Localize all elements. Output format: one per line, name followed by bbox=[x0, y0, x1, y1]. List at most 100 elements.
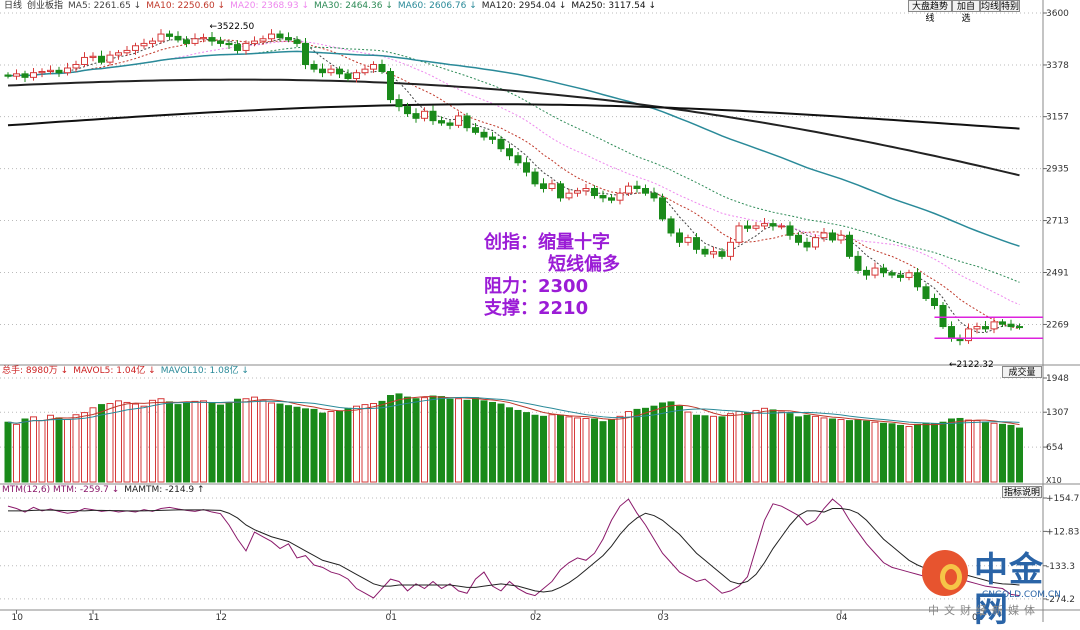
volume-bar bbox=[106, 403, 114, 483]
volume-bar bbox=[489, 401, 496, 483]
volume-bar bbox=[81, 412, 88, 483]
candle-up bbox=[370, 63, 377, 70]
volume-bar bbox=[965, 419, 972, 483]
candle-down bbox=[854, 255, 862, 271]
price-extreme-label: ←3522.50 bbox=[210, 22, 255, 32]
candle-down bbox=[463, 115, 471, 129]
volume-bar bbox=[786, 413, 794, 483]
ma250-line bbox=[7, 103, 1020, 130]
volume-bar bbox=[200, 400, 207, 483]
volume-legend-item-2: MAVOL10: 1.08亿 ↓ bbox=[160, 366, 249, 376]
volume-bar bbox=[251, 396, 258, 483]
volume-bar bbox=[650, 405, 658, 483]
analysis-annotation: 创指：缩量十字 短线偏多 阻力：2300 支撑：2210 bbox=[484, 232, 620, 320]
candle-down bbox=[506, 148, 513, 157]
indicator-help-button[interactable]: 指标说明 bbox=[1002, 486, 1042, 498]
brand-slogan: 中文财经新媒体 bbox=[928, 604, 1040, 617]
candle-down bbox=[667, 218, 675, 234]
volume-bar bbox=[191, 400, 199, 483]
volume-bar bbox=[268, 402, 275, 483]
candle-down bbox=[446, 122, 454, 126]
volume-bar bbox=[115, 400, 122, 483]
volume-bar bbox=[973, 420, 981, 483]
volume-bar bbox=[557, 414, 564, 483]
volume-bar bbox=[404, 396, 411, 483]
candle-down bbox=[183, 39, 190, 44]
candle-up bbox=[905, 272, 913, 278]
volume-bar bbox=[412, 398, 420, 483]
candle-down bbox=[21, 73, 29, 78]
candle-up bbox=[251, 40, 258, 44]
volume-bar bbox=[98, 404, 105, 483]
y-tick-label: +154.7 bbox=[1046, 494, 1079, 504]
volume-unit-label: X10 bbox=[1046, 476, 1062, 485]
volume-bar bbox=[225, 401, 233, 483]
candle-up bbox=[149, 40, 156, 44]
volume-bar bbox=[319, 412, 326, 483]
candle-up bbox=[990, 321, 998, 330]
price-legend-item-0: 日线 bbox=[4, 1, 23, 11]
volume-bar bbox=[956, 417, 964, 483]
candle-down bbox=[922, 286, 930, 299]
candle-up bbox=[735, 225, 743, 243]
brand-logo-icon bbox=[922, 550, 968, 596]
volume-bar bbox=[327, 411, 335, 483]
volume-bar bbox=[914, 423, 921, 483]
candle-down bbox=[217, 40, 224, 44]
price-legend-item-4: MA20: 2368.93 ↓ bbox=[230, 1, 309, 11]
y-tick-label: +12.83 bbox=[1046, 527, 1079, 537]
volume-bar bbox=[795, 416, 802, 483]
special-button[interactable]: 特别 bbox=[1000, 0, 1020, 12]
x-tick-label: 01 bbox=[386, 613, 397, 622]
volume-bar bbox=[676, 405, 683, 483]
candle-up bbox=[965, 328, 972, 342]
candle-up bbox=[710, 251, 717, 255]
candle-down bbox=[531, 171, 539, 185]
candle-up bbox=[973, 326, 981, 330]
candle-down bbox=[540, 183, 547, 190]
volume-bar bbox=[659, 402, 666, 483]
y-tick-label: 2269 bbox=[1046, 320, 1069, 330]
market-trend-button[interactable]: 大盘趋势线 bbox=[908, 0, 952, 24]
candle-down bbox=[795, 234, 802, 243]
candle-down bbox=[888, 272, 896, 276]
volume-bar bbox=[574, 417, 581, 483]
volume-bar bbox=[132, 403, 139, 483]
candle-up bbox=[421, 110, 428, 119]
candle-down bbox=[497, 138, 505, 150]
add-watchlist-button[interactable]: 加自选 bbox=[952, 0, 980, 24]
candle-up bbox=[548, 183, 556, 190]
volume-bar bbox=[455, 398, 462, 483]
x-tick-label: 11 bbox=[88, 613, 99, 622]
volume-bar bbox=[727, 413, 734, 483]
volume-bar bbox=[871, 421, 879, 483]
volume-bar bbox=[693, 414, 700, 483]
candle-up bbox=[812, 237, 819, 248]
y-tick-label: 3378 bbox=[1046, 61, 1069, 71]
y-tick-label: -133.3 bbox=[1046, 562, 1075, 572]
candle-up bbox=[455, 115, 462, 126]
candle-up bbox=[89, 55, 97, 58]
candle-up bbox=[574, 190, 581, 194]
volume-bar bbox=[880, 422, 887, 483]
candle-down bbox=[939, 305, 947, 328]
candle-down bbox=[999, 321, 1006, 325]
candle-down bbox=[897, 274, 904, 278]
candle-up bbox=[115, 52, 122, 56]
x-tick-label: 02 bbox=[530, 613, 541, 622]
candle-up bbox=[157, 33, 165, 42]
volume-bar bbox=[735, 411, 743, 483]
price-legend-item-2: MA5: 2261.65 ↓ bbox=[68, 1, 142, 11]
mtm-legend: MTM(12,6) MTM: -259.7 ↓ MAMTM: -214.9 ↑ bbox=[2, 485, 210, 496]
ma-button[interactable]: 均线 bbox=[980, 0, 1000, 12]
volume-bar bbox=[174, 404, 182, 483]
volume-bar bbox=[157, 398, 165, 483]
candle-down bbox=[608, 197, 615, 201]
volume-bar bbox=[608, 419, 615, 483]
volume-bar bbox=[89, 407, 97, 483]
ma60-line bbox=[7, 50, 1020, 247]
volume-indicator-button[interactable]: 成交量 bbox=[1002, 366, 1042, 378]
axis-labels: 2269 2491 2713 2935 3157 3378 3600 654 1307 1948 X… bbox=[12, 9, 1080, 622]
x-tick-label: 10 bbox=[12, 613, 24, 622]
